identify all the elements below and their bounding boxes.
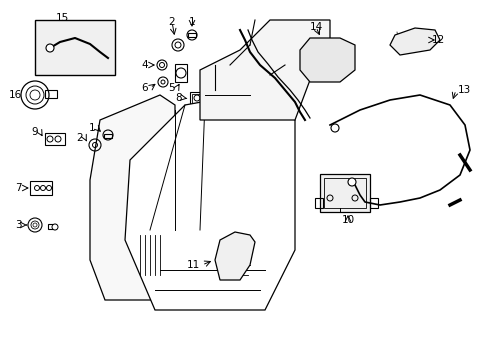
Bar	[319, 174, 369, 212]
Circle shape	[176, 68, 185, 78]
Circle shape	[41, 185, 45, 190]
Polygon shape	[125, 95, 294, 310]
Bar	[324, 178, 365, 208]
Bar	[35, 20, 115, 75]
Text: 1: 1	[88, 123, 95, 133]
Bar	[175, 64, 186, 82]
Text: 14: 14	[309, 22, 322, 32]
Text: 11: 11	[186, 260, 200, 270]
Bar	[369, 198, 377, 208]
Text: 4: 4	[141, 60, 148, 70]
Text: 12: 12	[431, 35, 445, 45]
Circle shape	[35, 185, 40, 190]
Bar	[187, 33, 196, 37]
Text: 5: 5	[168, 83, 175, 93]
Circle shape	[46, 185, 51, 190]
Bar	[30, 181, 52, 195]
Polygon shape	[200, 20, 329, 120]
Circle shape	[194, 95, 200, 101]
Text: 9: 9	[31, 127, 38, 137]
Text: 8: 8	[175, 93, 182, 103]
Text: 2: 2	[168, 17, 175, 27]
Polygon shape	[90, 95, 175, 300]
Bar	[192, 94, 203, 103]
Text: 2: 2	[76, 133, 83, 143]
Polygon shape	[389, 28, 439, 55]
Text: 15: 15	[55, 13, 68, 23]
Bar	[104, 134, 112, 138]
Text: 10: 10	[341, 215, 354, 225]
Circle shape	[55, 136, 61, 142]
Text: 13: 13	[457, 85, 470, 95]
Text: 16: 16	[9, 90, 22, 100]
Bar	[314, 198, 323, 208]
Text: 1: 1	[188, 17, 195, 27]
Text: 3: 3	[15, 220, 22, 230]
Bar	[45, 133, 65, 145]
Polygon shape	[299, 38, 354, 82]
Text: 7: 7	[15, 183, 22, 193]
Circle shape	[330, 124, 338, 132]
Bar	[45, 90, 57, 98]
Circle shape	[47, 136, 53, 142]
Polygon shape	[215, 232, 254, 280]
Bar	[48, 224, 56, 229]
Circle shape	[347, 178, 355, 186]
Text: 6: 6	[141, 83, 148, 93]
Bar	[190, 92, 204, 105]
Circle shape	[52, 224, 58, 230]
Circle shape	[46, 44, 54, 52]
